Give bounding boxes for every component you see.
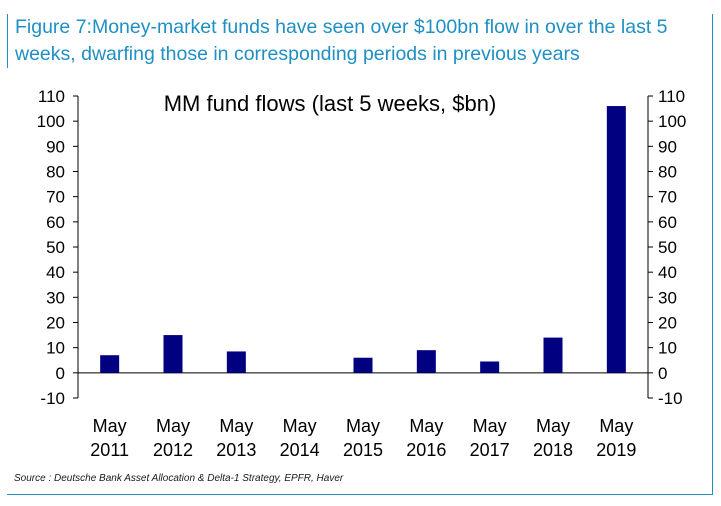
x-tick-label-year: 2015 bbox=[343, 440, 383, 460]
x-tick-label-month: May bbox=[409, 416, 443, 436]
left-y-tick-label: -10 bbox=[40, 389, 65, 408]
figure-title: Figure 7:Money-market funds have seen ov… bbox=[15, 16, 668, 65]
right-y-tick-label: 100 bbox=[658, 112, 686, 131]
bar bbox=[543, 337, 563, 373]
x-tick-label-month: May bbox=[473, 416, 507, 436]
left-y-tick-label: 10 bbox=[46, 339, 65, 358]
x-tick-label-year: 2011 bbox=[90, 440, 129, 460]
x-tick-label-month: May bbox=[93, 416, 127, 436]
right-y-tick-label: 0 bbox=[658, 364, 667, 383]
x-tick-label-month: May bbox=[219, 416, 253, 436]
right-y-tick-label: 80 bbox=[658, 163, 677, 182]
x-tick-label-month: May bbox=[536, 416, 570, 436]
left-y-tick-label: 40 bbox=[46, 263, 65, 282]
right-y-tick-label: 10 bbox=[658, 339, 677, 358]
chart-axes: -10 -10 0 0 10 10 20 20 30 30 40 40 50 50 60 60 70 70 80 80… bbox=[37, 87, 687, 408]
chart-bars bbox=[100, 106, 626, 373]
frame-right-border bbox=[712, 14, 713, 494]
x-tick-label-year: 2019 bbox=[596, 440, 636, 460]
x-tick-label-year: 2013 bbox=[216, 440, 256, 460]
frame-left-border bbox=[7, 14, 8, 68]
x-tick-label-year: 2014 bbox=[280, 440, 320, 460]
left-y-tick-label: 110 bbox=[38, 87, 65, 106]
bar bbox=[416, 350, 436, 373]
left-y-tick-label: 90 bbox=[46, 137, 65, 156]
left-y-tick-label: 30 bbox=[46, 288, 65, 307]
left-y-tick-label: 50 bbox=[46, 238, 65, 257]
x-tick-label-month: May bbox=[346, 416, 380, 436]
bar bbox=[353, 357, 373, 373]
left-y-tick-label: 60 bbox=[46, 213, 65, 232]
right-y-tick-label: 30 bbox=[658, 288, 677, 307]
source-note: Source : Deutsche Bank Asset Allocation … bbox=[14, 473, 344, 484]
right-y-tick-label: 90 bbox=[658, 137, 677, 156]
left-y-tick-label: 20 bbox=[46, 314, 65, 333]
x-tick-label-year: 2017 bbox=[470, 440, 510, 460]
bar bbox=[100, 355, 120, 373]
right-y-tick-label: 70 bbox=[658, 188, 677, 207]
x-tick-label-year: 2016 bbox=[406, 440, 446, 460]
right-y-tick-label: 50 bbox=[658, 238, 677, 257]
x-tick-label-year: 2012 bbox=[153, 440, 193, 460]
right-y-tick-label: 20 bbox=[658, 314, 677, 333]
right-y-tick-label: -10 bbox=[658, 389, 683, 408]
left-y-tick-label: 80 bbox=[46, 163, 65, 182]
x-tick-label-month: May bbox=[599, 416, 633, 436]
x-axis-labels: May 2011 May 2012 May 2013 May 2014 May 2015 May 20… bbox=[90, 416, 636, 460]
bar bbox=[163, 335, 183, 373]
left-y-tick-label: 100 bbox=[37, 112, 65, 131]
right-y-tick-label: 60 bbox=[658, 213, 677, 232]
left-y-tick-label: 0 bbox=[56, 364, 65, 383]
bar bbox=[480, 361, 500, 373]
right-y-tick-label: 40 bbox=[658, 263, 677, 282]
bar bbox=[226, 351, 246, 373]
x-tick-label-year: 2018 bbox=[533, 440, 573, 460]
x-tick-label-month: May bbox=[156, 416, 190, 436]
x-tick-label-month: May bbox=[283, 416, 317, 436]
left-y-tick-label: 70 bbox=[46, 188, 65, 207]
frame-bottom-border bbox=[7, 494, 713, 495]
bar bbox=[606, 106, 626, 373]
right-y-tick-label: 110 bbox=[658, 87, 685, 106]
chart-title: MM fund flows (last 5 weeks, $bn) bbox=[164, 91, 497, 116]
